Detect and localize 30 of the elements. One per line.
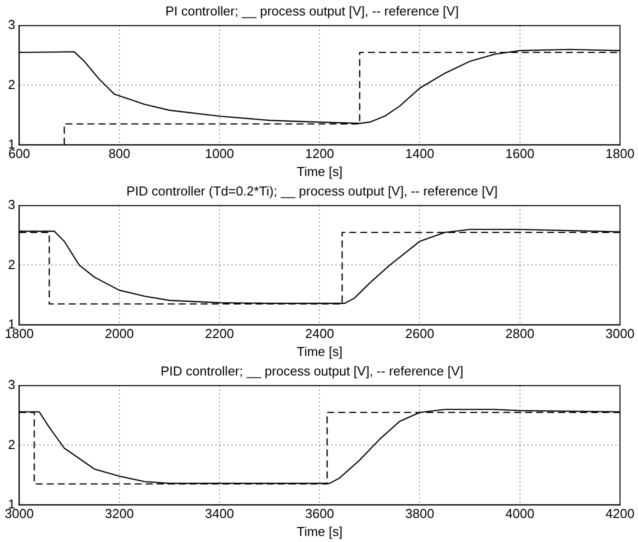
x-tick-label: 3400 [205,506,234,522]
x-tick-label: 2200 [205,326,234,342]
chart-title: PID controller (Td=0.2*Ti); __ process output [V], -- reference [V] [126,183,498,198]
x-axis-title: Time [s] [296,164,342,179]
y-tick-label: 2 [8,76,16,92]
x-tick-label: 3800 [405,506,434,522]
x-tick-label: 1600 [505,146,534,162]
x-tick-label: 2800 [505,326,534,342]
y-tick-label: 3 [8,17,16,32]
y-tick-label: 2 [8,256,16,272]
x-tick-label: 2600 [405,326,434,342]
y-tick-label: 3 [8,197,16,212]
x-tick-label: 2400 [305,326,334,342]
x-tick-label: 3600 [305,506,334,522]
y-tick-label: 2 [8,436,16,452]
x-tick-label: 1200 [305,146,334,162]
chart-title: PID controller; __ process output [V], -- reference [V] [160,363,464,378]
x-tick-label: 4000 [505,506,534,522]
x-tick-label: 2000 [104,326,134,342]
x-axis-title: Time [s] [296,344,342,359]
x-tick-label: 800 [108,146,130,162]
y-tick-label: 3 [8,377,16,392]
x-tick-label: 1400 [405,146,434,162]
x-tick-label: 1800 [606,146,634,162]
x-tick-label: 1000 [205,146,234,162]
x-tick-label: 3200 [104,506,134,522]
chart-title: PI controller; __ process output [V], -- reference [V] [165,3,459,18]
x-tick-label: 4200 [606,506,634,522]
x-tick-label: 3000 [606,326,634,342]
x-axis-title: Time [s] [296,524,342,539]
